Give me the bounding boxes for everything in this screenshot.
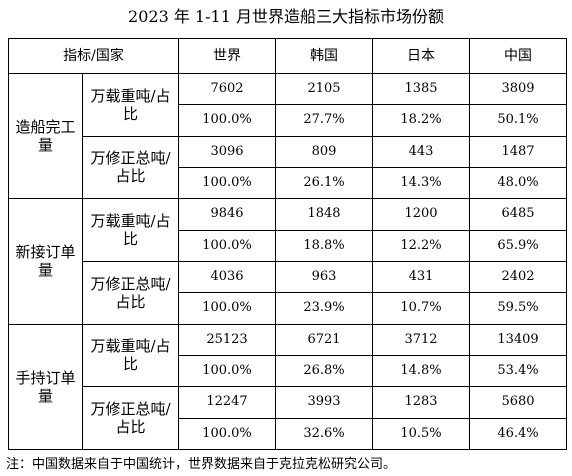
share-cell: 65.9% [469,229,567,262]
table-row: 100.0% 27.7% 18.2% 50.1% [9,104,567,137]
value-cell: 963 [275,260,373,294]
table-row: 100.0% 23.9% 10.7% 59.5% [9,292,567,325]
document-title: 2023 年 1-11 月世界造船三大指标市场份额 [128,7,444,26]
share-cell: 100.0% [178,417,276,451]
unit-label: 万修正总吨/占比 [82,135,179,200]
value-cell: 809 [275,135,373,168]
share-cell: 10.7% [372,292,470,325]
header-row: 指标/国家 世界 韩国 日本 中国 [8,38,567,74]
group-label: 造船完工量 [8,72,83,200]
share-cell: 26.8% [275,354,373,388]
share-cell: 100.0% [178,292,276,325]
share-cell: 100.0% [178,229,276,262]
corner-header: 指标/国家 [8,38,179,74]
share-cell: 32.6% [275,417,373,451]
table-row: 手持订单量 万载重吨/占比 25123 6721 3712 13409 [8,323,567,451]
group-label: 新接订单量 [8,198,83,325]
share-cell: 27.7% [275,104,373,137]
table-row: 万修正总吨/占比 12247 3993 1283 5680 [9,386,567,450]
column-header: 中国 [469,38,567,74]
value-cell: 3096 [178,135,276,168]
value-cell: 1487 [469,135,567,168]
value-cell: 1848 [275,198,373,231]
share-cell: 100.0% [178,104,276,137]
value-cell: 12247 [178,386,276,419]
value-cell: 3993 [275,386,373,419]
share-cell: 46.4% [469,417,567,451]
column-header: 世界 [178,38,276,74]
value-cell: 443 [372,135,470,168]
value-cell: 3712 [372,323,470,356]
column-header: 日本 [372,38,470,74]
value-cell: 6721 [275,323,373,356]
table-row: 万修正总吨/占比 3096 809 443 1487 [9,135,567,200]
unit-label: 万载重吨/占比 [82,198,179,262]
value-cell: 1283 [372,386,470,419]
unit-label: 万修正总吨/占比 [82,260,179,325]
share-cell: 48.0% [469,166,567,200]
table-row: 100.0% 26.8% 14.8% 53.4% [9,354,567,388]
share-cell: 100.0% [178,166,276,200]
value-cell: 9846 [178,198,276,231]
value-cell: 2105 [275,72,373,106]
share-cell: 18.8% [275,229,373,262]
unit-label: 万载重吨/占比 [82,323,179,388]
unit-label: 万修正总吨/占比 [82,386,179,450]
share-cell: 12.2% [372,229,470,262]
value-cell: 13409 [469,323,567,356]
value-cell: 1200 [372,198,470,231]
unit-label: 万载重吨/占比 [82,73,179,137]
value-cell: 431 [372,260,470,294]
share-cell: 14.3% [372,166,470,200]
table-row: 100.0% 18.8% 12.2% 65.9% [9,229,567,262]
column-header: 韩国 [275,38,373,74]
value-cell: 1385 [372,72,470,106]
source-footnote: 注：中国数据来自于中国统计，世界数据来自于克拉克松研究公司。 [6,457,397,472]
share-cell: 14.8% [372,354,470,388]
table-row: 造船完工量 万载重吨/占比 7602 2105 1385 3809 [8,72,567,200]
share-cell: 26.1% [275,166,373,200]
value-cell: 6485 [469,198,567,231]
group-label: 手持订单量 [8,323,83,451]
share-cell: 10.5% [372,417,470,451]
value-cell: 7602 [178,72,276,106]
value-cell: 2402 [469,260,567,294]
value-cell: 5680 [469,386,567,419]
share-cell: 50.1% [469,104,567,137]
value-cell: 25123 [178,323,276,356]
share-cell: 53.4% [469,354,567,388]
value-cell: 3809 [469,72,567,106]
share-cell: 100.0% [178,354,276,388]
table-row: 100.0% 26.1% 14.3% 48.0% [9,166,567,200]
table-row: 100.0% 32.6% 10.5% 46.4% [9,417,567,451]
table-row: 万修正总吨/占比 4036 963 431 2402 [9,260,567,325]
share-cell: 23.9% [275,292,373,325]
table-row: 新接订单量 万载重吨/占比 9846 1848 1200 6485 [8,198,567,325]
share-cell: 18.2% [372,104,470,137]
value-cell: 4036 [178,260,276,294]
share-cell: 59.5% [469,292,567,325]
market-share-table: 指标/国家 世界 韩国 日本 中国 造船完工量 万载重吨/占比 7602 210… [8,38,567,451]
